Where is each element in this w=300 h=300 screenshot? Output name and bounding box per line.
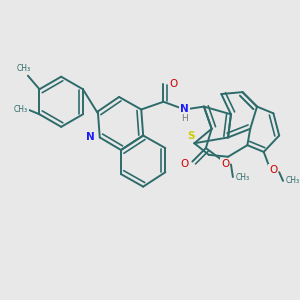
Text: CH₃: CH₃: [236, 172, 250, 182]
Text: O: O: [181, 158, 189, 169]
Text: N: N: [180, 103, 189, 113]
Text: O: O: [169, 80, 177, 89]
Text: O: O: [221, 158, 229, 169]
Text: CH₃: CH₃: [14, 105, 28, 114]
Text: H: H: [181, 114, 188, 123]
Text: CH₃: CH₃: [17, 64, 31, 73]
Text: CH₃: CH₃: [286, 176, 300, 185]
Text: N: N: [86, 133, 95, 142]
Text: S: S: [188, 130, 195, 140]
Text: O: O: [269, 165, 278, 175]
